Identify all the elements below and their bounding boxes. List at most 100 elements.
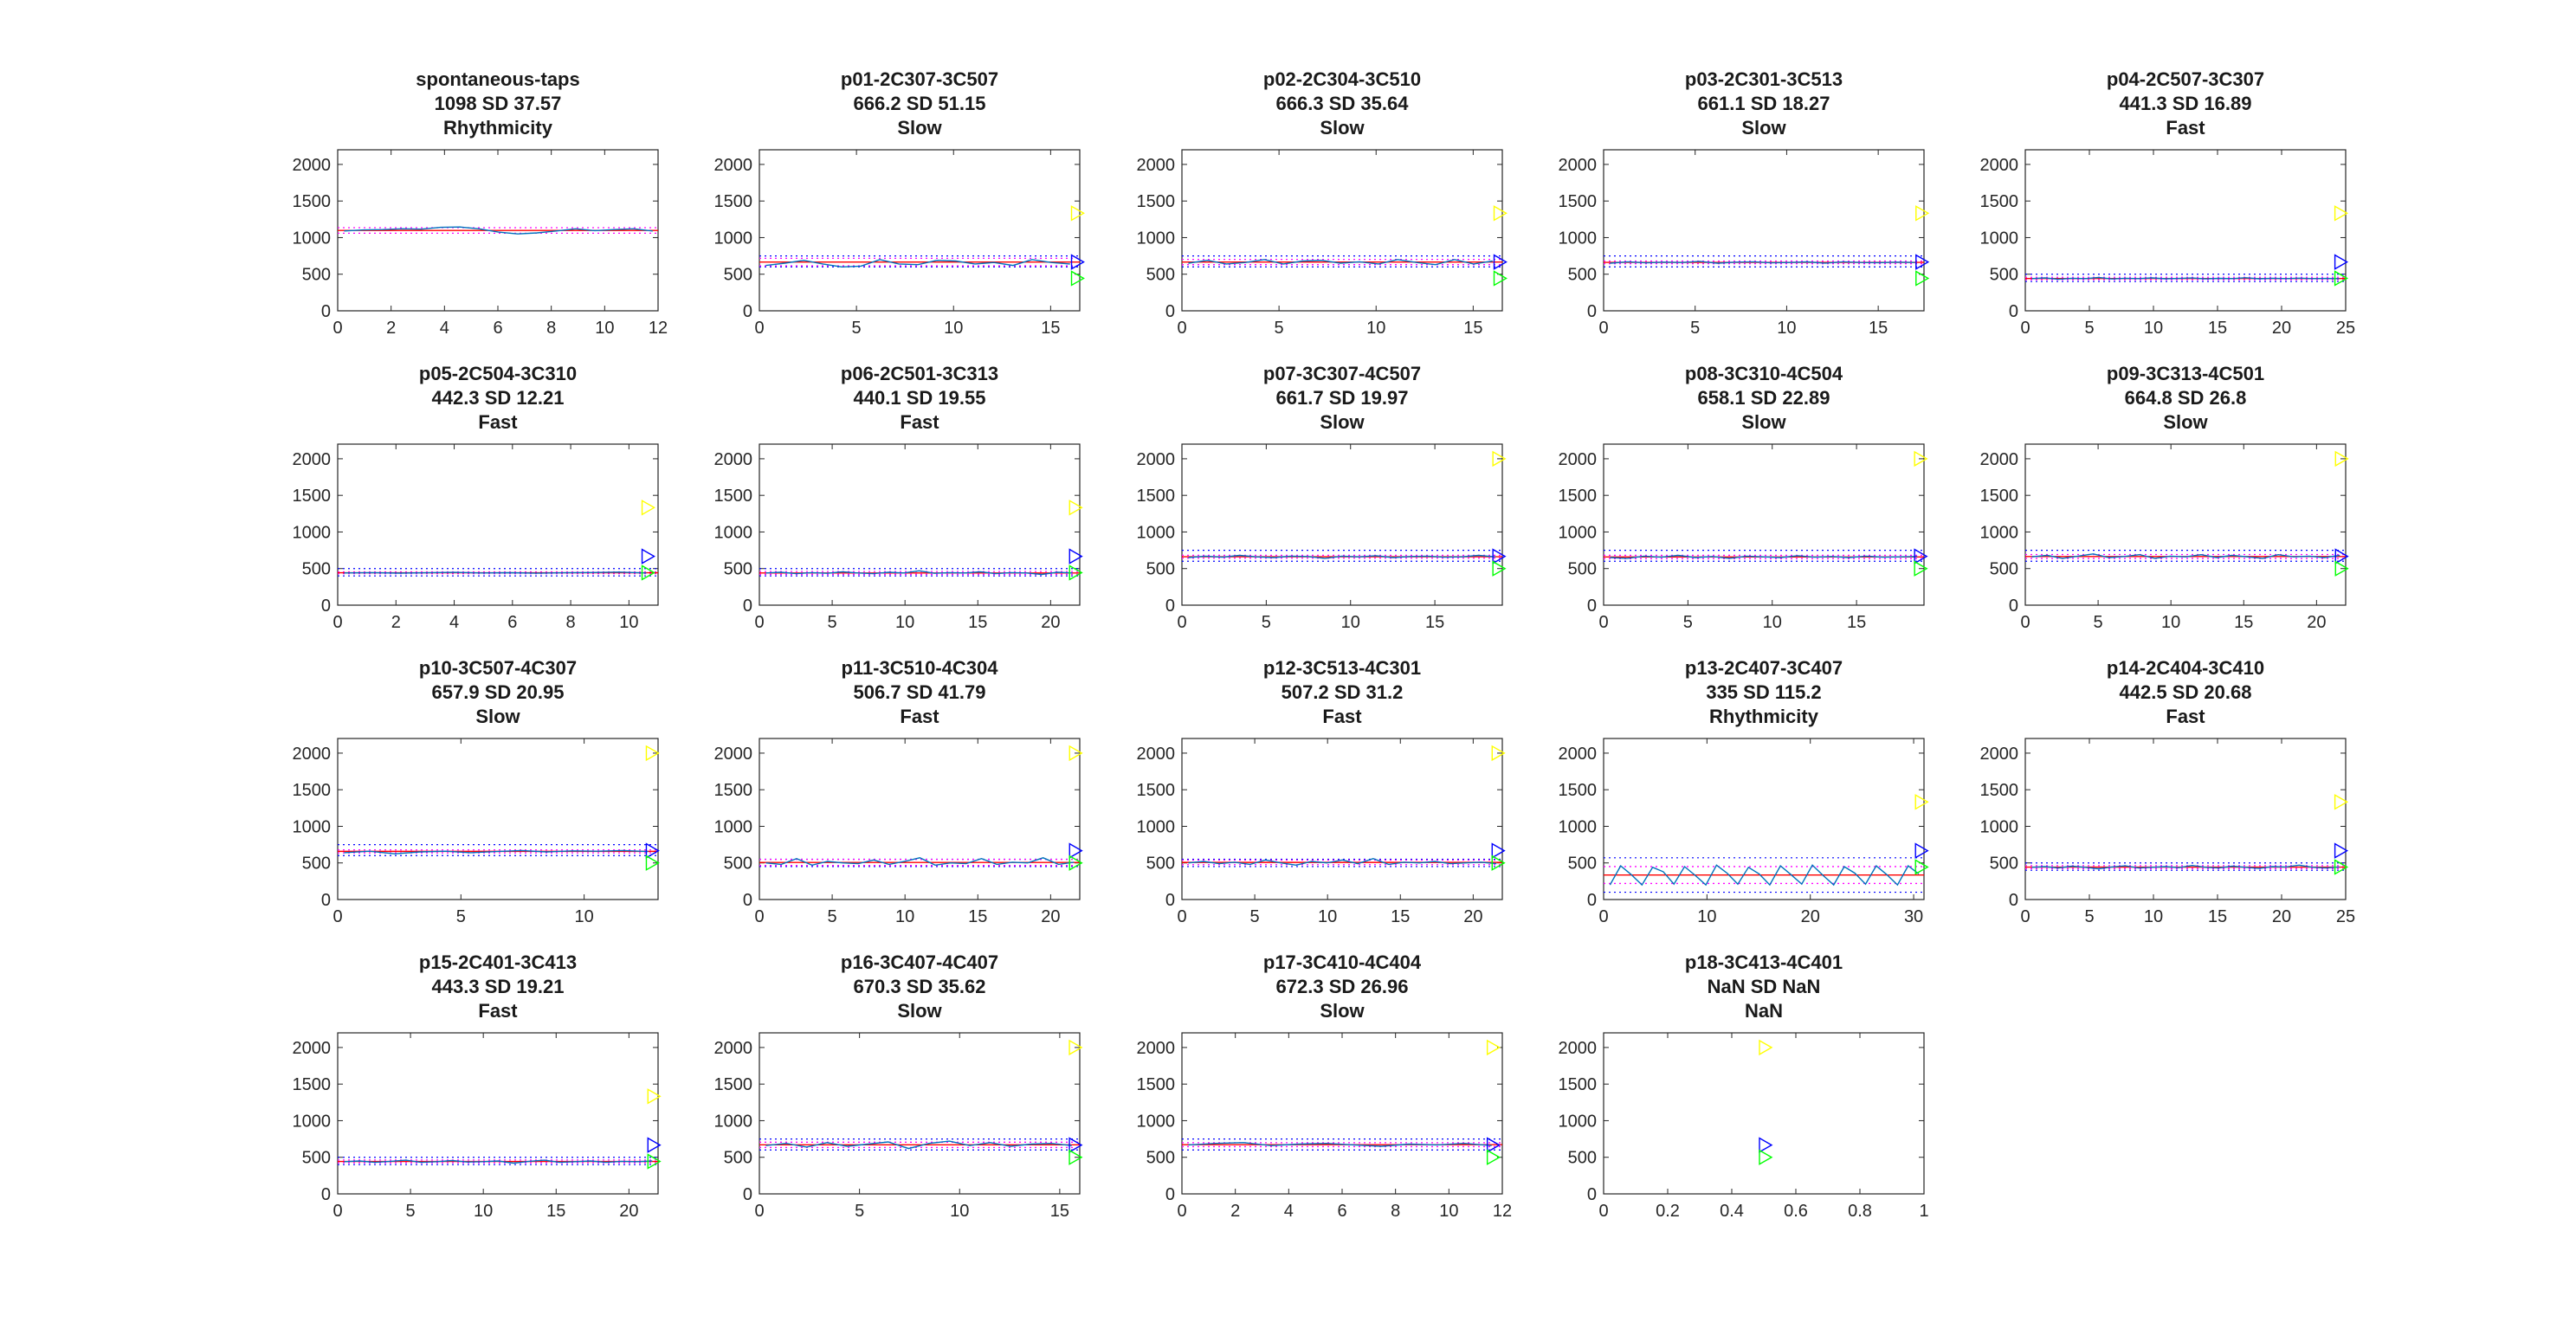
- plot-area: [1603, 738, 1925, 900]
- y-tick-label: 0: [1587, 597, 1597, 616]
- x-tick-label: 10: [1341, 613, 1360, 632]
- data-trace: [344, 571, 647, 574]
- x-tick-label: 0: [332, 319, 342, 338]
- x-tick-label: 5: [2084, 907, 2094, 926]
- x-tick-label: 10: [1439, 1202, 1458, 1221]
- y-tick-label: 500: [1990, 855, 2018, 874]
- subplot-label: Fast: [2166, 706, 2205, 727]
- target-marker: [1486, 1039, 1501, 1056]
- y-tick-label: 1500: [1137, 192, 1176, 211]
- x-tick-label: 0: [332, 613, 342, 632]
- x-tick-label: 0.6: [1784, 1202, 1808, 1221]
- target-marker: [1491, 855, 1506, 871]
- y-tick-label: 1000: [1980, 817, 2019, 836]
- subplot-subtitle: 443.3 SD 19.21: [432, 976, 565, 997]
- y-tick-label: 2000: [1137, 450, 1176, 469]
- plot-area: [2024, 738, 2347, 900]
- x-tick-label: 0: [1598, 907, 1608, 926]
- x-tick-label: 0: [1177, 613, 1186, 632]
- target-marker: [1491, 745, 1506, 762]
- target-marker: [645, 745, 660, 762]
- data-trace: [765, 1140, 1072, 1150]
- x-tick-label: 15: [1869, 319, 1888, 338]
- y-tick-label: 500: [302, 1149, 331, 1168]
- x-tick-label: 5: [1250, 907, 1260, 926]
- subplot-subtitle: 670.3 SD 35.62: [854, 976, 986, 997]
- x-tick-label: 15: [2208, 907, 2227, 926]
- subplot-subtitle: 440.1 SD 19.55: [854, 387, 986, 409]
- x-tick-label: 5: [1262, 613, 1271, 632]
- subplot-subtitle: 507.2 SD 31.2: [1282, 681, 1404, 703]
- y-tick-label: 1500: [293, 192, 332, 211]
- plot-area: [1603, 1032, 1925, 1195]
- y-tick-label: 500: [1568, 1149, 1597, 1168]
- subplot-title: p01-2C307-3C507: [841, 68, 998, 90]
- data-trace: [344, 226, 653, 235]
- y-tick-label: 1000: [714, 523, 753, 542]
- y-tick-label: 500: [1568, 560, 1597, 579]
- subplot-label: Rhythmicity: [443, 117, 553, 139]
- subplot-label: Fast: [1322, 706, 1362, 727]
- target-marker: [647, 1153, 662, 1170]
- target-marker: [1914, 859, 1929, 875]
- subplot-label: NaN: [1745, 1000, 1783, 1022]
- data-trace: [765, 259, 1070, 268]
- x-tick-label: 15: [968, 907, 987, 926]
- subplot-label: Slow: [1741, 411, 1786, 433]
- target-marker: [1068, 1137, 1083, 1153]
- x-tick-label: 4: [440, 319, 449, 338]
- y-tick-label: 0: [1165, 302, 1175, 321]
- x-tick-label: 1: [1919, 1202, 1928, 1221]
- x-tick-label: 8: [1391, 1202, 1400, 1221]
- subplot-title: p02-2C304-3C510: [1263, 68, 1421, 90]
- data-trace: [1188, 554, 1496, 559]
- target-marker: [1914, 560, 1928, 577]
- target-marker: [1068, 745, 1083, 762]
- subplot-subtitle: 657.9 SD 20.95: [432, 681, 565, 703]
- y-tick-label: 0: [1587, 891, 1597, 910]
- x-tick-label: 0: [754, 907, 764, 926]
- y-tick-label: 500: [1146, 266, 1175, 285]
- target-marker: [1491, 842, 1506, 859]
- y-tick-label: 0: [321, 302, 331, 321]
- y-tick-label: 2000: [1980, 450, 2019, 469]
- y-tick-label: 1500: [1559, 1075, 1598, 1094]
- target-marker: [2334, 254, 2349, 270]
- plot-area: [2024, 443, 2347, 606]
- subplot-subtitle: 661.7 SD 19.97: [1276, 387, 1409, 409]
- x-tick-label: 0: [2020, 907, 2030, 926]
- y-tick-label: 1000: [1559, 229, 1598, 248]
- subplot-subtitle: NaN SD NaN: [1708, 976, 1821, 997]
- x-tick-label: 0: [1177, 319, 1186, 338]
- data-trace: [2031, 864, 2340, 870]
- target-marker: [641, 564, 655, 581]
- y-tick-label: 0: [2009, 302, 2018, 321]
- x-tick-label: 12: [649, 319, 668, 338]
- target-marker: [1070, 254, 1085, 270]
- x-tick-label: 8: [546, 319, 556, 338]
- y-tick-label: 500: [1990, 266, 2018, 285]
- y-tick-label: 1500: [293, 1075, 332, 1094]
- target-marker: [1493, 254, 1508, 270]
- target-marker: [2334, 794, 2349, 810]
- x-tick-label: 4: [449, 613, 459, 632]
- plot-area: [1603, 443, 1925, 606]
- y-tick-label: 1000: [1559, 1112, 1598, 1131]
- x-tick-label: 2: [1230, 1202, 1240, 1221]
- target-marker: [1915, 254, 1930, 270]
- subplot-title: p14-2C404-3C410: [2107, 657, 2264, 679]
- y-tick-label: 0: [321, 891, 331, 910]
- x-tick-label: 15: [1391, 907, 1410, 926]
- y-tick-label: 1000: [1137, 817, 1176, 836]
- plot-area: [1181, 738, 1503, 900]
- x-tick-label: 6: [493, 319, 502, 338]
- subplot-title: p16-3C407-4C407: [841, 951, 998, 973]
- data-trace: [1188, 1142, 1492, 1147]
- x-tick-label: 10: [1763, 613, 1782, 632]
